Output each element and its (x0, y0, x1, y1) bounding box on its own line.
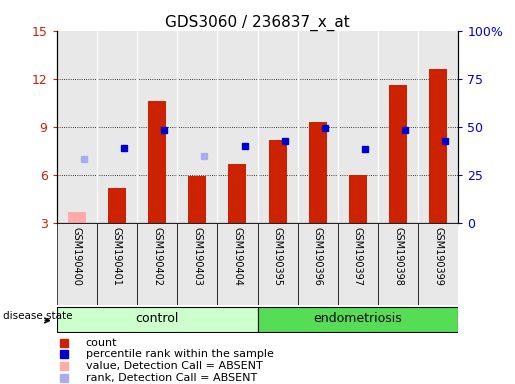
Text: GSM190397: GSM190397 (353, 227, 363, 286)
Text: GSM190396: GSM190396 (313, 227, 323, 286)
Bar (57, 223, 97, 305)
Text: GSM190399: GSM190399 (433, 227, 443, 286)
Title: GDS3060 / 236837_x_at: GDS3060 / 236837_x_at (165, 15, 350, 31)
Text: value, Detection Call = ABSENT: value, Detection Call = ABSENT (85, 361, 263, 371)
Text: disease state: disease state (3, 311, 72, 321)
Bar (188, 176, 207, 223)
Text: GSM190403: GSM190403 (192, 227, 202, 286)
Bar (258, 223, 298, 305)
Bar (217, 223, 258, 305)
Bar (338, 223, 378, 305)
Text: percentile rank within the sample: percentile rank within the sample (85, 349, 273, 359)
Bar (57, 307, 258, 331)
Bar (137, 223, 177, 305)
Bar (308, 122, 327, 223)
Bar (108, 187, 126, 223)
Text: GSM190401: GSM190401 (112, 227, 122, 286)
Text: control: control (135, 312, 179, 325)
Text: GSM190395: GSM190395 (272, 227, 283, 286)
Bar (298, 223, 338, 305)
Text: GSM190402: GSM190402 (152, 227, 162, 286)
Bar (418, 223, 458, 305)
Bar (97, 223, 137, 305)
Text: GSM190398: GSM190398 (393, 227, 403, 286)
Bar (67, 212, 86, 223)
Bar (148, 101, 166, 223)
Text: GSM190404: GSM190404 (232, 227, 243, 286)
Bar (268, 139, 287, 223)
Bar (349, 175, 367, 223)
Text: endometriosis: endometriosis (314, 312, 402, 325)
Bar (378, 223, 418, 305)
Bar (429, 69, 448, 223)
Bar (258, 307, 458, 331)
Text: rank, Detection Call = ABSENT: rank, Detection Call = ABSENT (85, 373, 257, 383)
Text: count: count (85, 338, 117, 348)
Bar (389, 85, 407, 223)
Text: GSM190400: GSM190400 (72, 227, 82, 286)
Bar (177, 223, 217, 305)
Bar (228, 164, 247, 223)
